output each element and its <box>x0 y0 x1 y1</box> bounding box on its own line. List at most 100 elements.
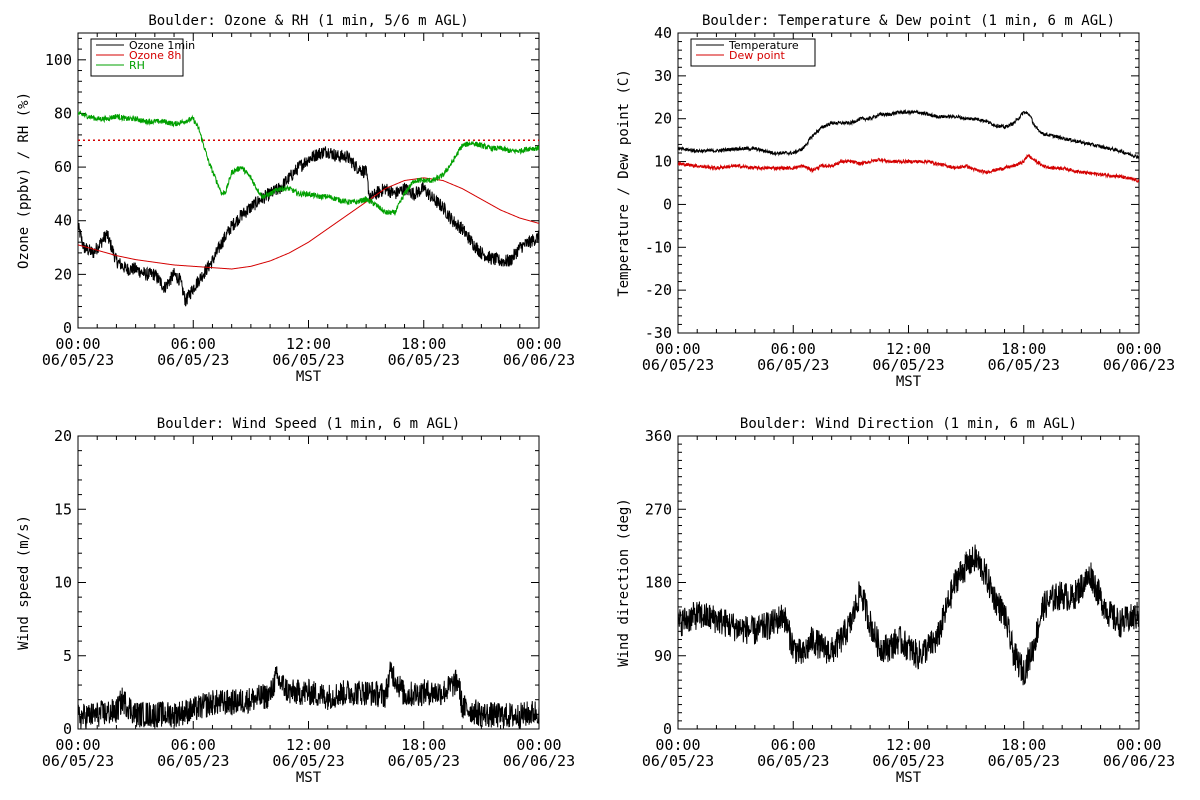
y-tick-label: -10 <box>645 238 672 256</box>
y-tick-label: 40 <box>654 24 672 42</box>
x-tick-label: 06:00 <box>171 335 216 353</box>
y-tick-label: 100 <box>45 51 72 69</box>
legend-label: Temperature <box>728 39 799 52</box>
x-tick-date-label: 06/05/23 <box>872 752 944 770</box>
x-tick-label: 00:00 <box>1116 340 1161 358</box>
x-tick-label: 18:00 <box>1001 340 1046 358</box>
plot-area <box>78 110 539 307</box>
chart-title: Boulder: Wind Speed (1 min, 6 m AGL) <box>157 416 460 432</box>
series-line-ozone-8h <box>78 177 539 270</box>
y-tick-label: 270 <box>645 500 672 518</box>
y-tick-label: 180 <box>645 574 672 592</box>
x-tick-label: 06:00 <box>771 736 816 754</box>
x-tick-date-label: 06/05/23 <box>272 752 344 770</box>
x-tick-date-label: 06/05/23 <box>388 752 460 770</box>
y-tick-label: 30 <box>654 67 672 85</box>
x-tick-date-label: 06/05/23 <box>872 356 944 374</box>
x-tick-date-label: 06/06/23 <box>1103 752 1175 770</box>
y-tick-label: 90 <box>654 647 672 665</box>
chart-panel-2: Boulder: Temperature & Dew point (1 min,… <box>616 13 1175 390</box>
y-tick-label: 15 <box>54 500 72 518</box>
x-axis-label: MST <box>296 770 322 786</box>
x-tick-label: 06:00 <box>771 340 816 358</box>
y-tick-label: 20 <box>54 427 72 445</box>
series-line-data <box>78 661 539 729</box>
x-tick-label: 00:00 <box>516 335 561 353</box>
plot-frame <box>77 32 540 329</box>
x-tick-label: 06:00 <box>171 736 216 754</box>
y-axis-label: Wind speed (m/s) <box>16 515 32 650</box>
series-line-ozone-1min <box>78 146 539 307</box>
x-tick-label: 12:00 <box>886 736 931 754</box>
x-tick-date-label: 06/05/23 <box>757 752 829 770</box>
x-tick-date-label: 06/05/23 <box>642 752 714 770</box>
plot-area <box>678 544 1139 686</box>
legend-label: RH <box>129 59 145 72</box>
y-axis-label: Ozone (ppbv) / RH (%) <box>16 92 32 269</box>
y-tick-label: 0 <box>63 319 72 337</box>
x-tick-date-label: 06/05/23 <box>988 356 1060 374</box>
x-tick-label: 00:00 <box>655 736 700 754</box>
y-tick-label: 0 <box>663 195 672 213</box>
y-tick-label: -20 <box>645 281 672 299</box>
x-tick-label: 00:00 <box>655 340 700 358</box>
x-axis-label: MST <box>896 374 922 390</box>
y-tick-label: 10 <box>654 153 672 171</box>
y-tick-label: 40 <box>54 212 72 230</box>
legend-box <box>690 38 816 67</box>
y-axis-label: Temperature / Dew point (C) <box>616 69 632 297</box>
legend-label: Dew point <box>729 49 785 62</box>
x-tick-date-label: 06/06/23 <box>503 351 575 369</box>
y-tick-label: 60 <box>54 158 72 176</box>
y-tick-label: 0 <box>63 720 72 738</box>
chart-title: Boulder: Wind Direction (1 min, 6 m AGL) <box>740 416 1077 432</box>
chart-panel-1: Boulder: Ozone & RH (1 min, 5/6 m AGL) 0 2… <box>16 13 575 385</box>
plot-frame <box>677 435 1140 730</box>
legend-label: Ozone 8h <box>129 49 181 62</box>
y-tick-label: 10 <box>54 574 72 592</box>
x-tick-date-label: 06/06/23 <box>503 752 575 770</box>
x-tick-date-label: 06/05/23 <box>157 752 229 770</box>
x-tick-date-label: 06/05/23 <box>42 752 114 770</box>
x-tick-label: 18:00 <box>1001 736 1046 754</box>
legend-label: Ozone 1min <box>129 39 195 52</box>
x-tick-date-label: 06/05/23 <box>757 356 829 374</box>
y-tick-label: 360 <box>645 427 672 445</box>
y-tick-label: 0 <box>663 720 672 738</box>
x-tick-date-label: 06/05/23 <box>988 752 1060 770</box>
x-tick-label: 12:00 <box>286 736 331 754</box>
chart-title: Boulder: Temperature & Dew point (1 min,… <box>702 13 1115 29</box>
plot-area <box>678 108 1139 184</box>
y-tick-label: 5 <box>63 647 72 665</box>
plot-area <box>78 661 539 729</box>
x-tick-label: 12:00 <box>886 340 931 358</box>
y-tick-label: -30 <box>645 324 672 342</box>
x-tick-date-label: 06/05/23 <box>642 356 714 374</box>
x-tick-label: 00:00 <box>55 736 100 754</box>
series-line-dew-point <box>678 153 1139 184</box>
chart-title: Boulder: Ozone & RH (1 min, 5/6 m AGL) <box>148 13 468 29</box>
x-tick-date-label: 06/06/23 <box>1103 356 1175 374</box>
x-tick-date-label: 06/05/23 <box>388 351 460 369</box>
y-tick-label: 20 <box>654 110 672 128</box>
x-tick-label: 18:00 <box>401 335 446 353</box>
y-tick-label: 80 <box>54 104 72 122</box>
x-tick-date-label: 06/05/23 <box>272 351 344 369</box>
y-tick-label: 20 <box>54 265 72 283</box>
series-line-temperature <box>678 108 1139 160</box>
x-axis-label: MST <box>296 369 322 385</box>
x-axis-label: MST <box>896 770 922 786</box>
y-axis-label: Wind direction (deg) <box>616 498 632 667</box>
x-tick-label: 00:00 <box>55 335 100 353</box>
x-tick-label: 00:00 <box>1116 736 1161 754</box>
chart-panel-4: Boulder: Wind Direction (1 min, 6 m AGL)… <box>616 416 1175 786</box>
x-tick-date-label: 06/05/23 <box>157 351 229 369</box>
series-line-rh <box>78 110 539 216</box>
chart-panel-3: Boulder: Wind Speed (1 min, 6 m AGL) 0 5 10… <box>16 416 575 786</box>
x-tick-label: 18:00 <box>401 736 446 754</box>
series-line-data <box>678 544 1139 686</box>
x-tick-label: 12:00 <box>286 335 331 353</box>
